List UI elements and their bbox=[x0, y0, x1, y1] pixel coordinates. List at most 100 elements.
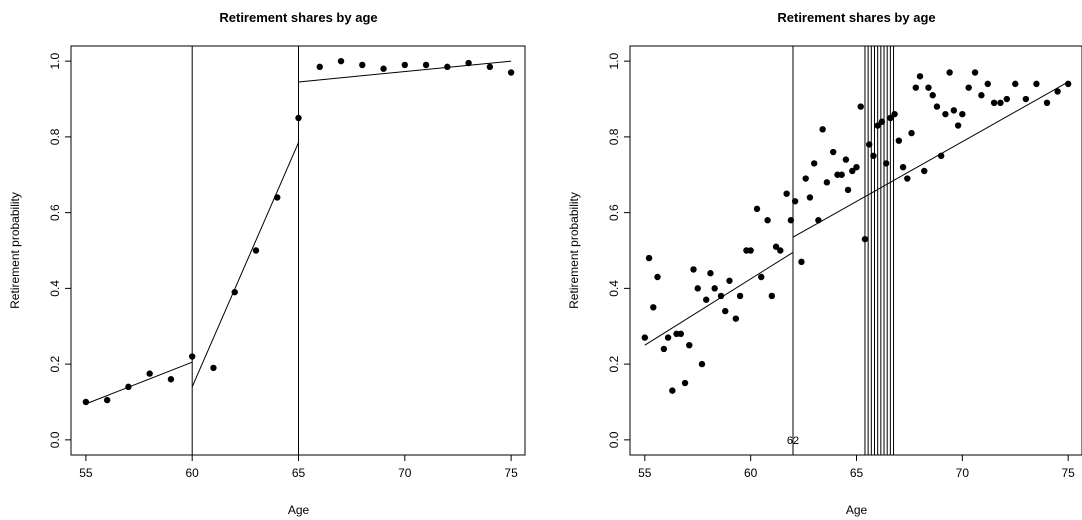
data-point bbox=[703, 296, 710, 303]
x-tick-label: 60 bbox=[744, 466, 758, 480]
data-point bbox=[842, 156, 850, 163]
data-point bbox=[861, 235, 869, 243]
data-point bbox=[937, 152, 945, 160]
y-tick-label: 0.8 bbox=[48, 128, 62, 145]
data-point bbox=[1022, 95, 1030, 103]
data-point bbox=[950, 107, 958, 114]
data-point bbox=[486, 63, 494, 71]
data-point bbox=[791, 198, 799, 205]
data-point bbox=[904, 175, 911, 182]
data-point bbox=[711, 285, 718, 292]
data-point bbox=[694, 285, 701, 292]
data-point bbox=[664, 334, 672, 341]
data-point bbox=[660, 345, 668, 353]
data-point bbox=[978, 92, 985, 99]
x-tick-label: 55 bbox=[638, 466, 652, 480]
x-tick-label: 70 bbox=[956, 466, 970, 480]
data-point bbox=[707, 270, 714, 277]
data-point bbox=[908, 129, 915, 137]
left-chart-panel: Retirement shares by age 55 60 65 70 75 0.0 0.2… bbox=[8, 10, 526, 517]
data-point bbox=[316, 63, 323, 71]
x-tick-label: 70 bbox=[398, 466, 412, 480]
data-point bbox=[819, 126, 826, 133]
data-point bbox=[681, 379, 689, 387]
data-point bbox=[758, 273, 765, 281]
data-point bbox=[103, 396, 111, 404]
data-point bbox=[891, 110, 898, 118]
right-chart-panel: Retirement shares by age 55 60 65 70 75 0.0 0.2… bbox=[567, 10, 1082, 517]
y-tick-label: 0.0 bbox=[607, 431, 621, 448]
data-point bbox=[1043, 99, 1051, 107]
data-point bbox=[878, 118, 886, 125]
data-point bbox=[295, 114, 302, 122]
data-point bbox=[422, 61, 430, 69]
data-point bbox=[686, 341, 693, 349]
y-axis-label: Retirement probability bbox=[8, 192, 22, 309]
x-axis-label: Age bbox=[846, 503, 868, 517]
x-tick-label: 75 bbox=[504, 466, 518, 480]
data-point bbox=[916, 73, 924, 80]
data-point bbox=[895, 137, 903, 144]
y-tick-label: 0.2 bbox=[607, 355, 621, 372]
data-point bbox=[698, 360, 706, 368]
chart-title: Retirement shares by age bbox=[777, 10, 935, 25]
fit-line bbox=[644, 251, 794, 346]
data-point bbox=[882, 160, 890, 167]
x-tick-label: 65 bbox=[292, 466, 306, 480]
data-point bbox=[753, 205, 761, 213]
data-point bbox=[1012, 80, 1019, 88]
chart-title: Retirement shares by age bbox=[219, 10, 377, 25]
data-point bbox=[82, 398, 90, 406]
data-point bbox=[838, 171, 845, 178]
data-point bbox=[853, 163, 860, 171]
data-point bbox=[747, 247, 754, 254]
data-point bbox=[815, 217, 822, 224]
data-point bbox=[929, 92, 936, 99]
data-point bbox=[942, 110, 949, 118]
y-tick-label: 0.0 bbox=[48, 431, 62, 448]
data-point bbox=[954, 122, 962, 129]
y-tick-label: 1.0 bbox=[607, 52, 621, 69]
data-point bbox=[772, 243, 780, 250]
data-point bbox=[997, 99, 1004, 107]
data-point bbox=[965, 84, 972, 91]
data-point bbox=[830, 148, 837, 156]
data-point bbox=[359, 61, 366, 69]
data-point bbox=[1003, 95, 1010, 103]
data-point bbox=[844, 186, 852, 194]
data-point bbox=[866, 141, 873, 148]
data-point bbox=[717, 292, 725, 300]
data-point bbox=[677, 330, 685, 338]
y-tick-label: 0.6 bbox=[607, 204, 621, 221]
data-point bbox=[669, 387, 676, 394]
data-point bbox=[252, 247, 260, 254]
data-point bbox=[971, 69, 979, 76]
data-point bbox=[210, 364, 217, 372]
data-point bbox=[823, 179, 831, 186]
data-point bbox=[337, 57, 345, 65]
data-point bbox=[125, 383, 132, 391]
plot-frame bbox=[629, 45, 1082, 456]
fit-line bbox=[85, 361, 193, 405]
fit-line bbox=[298, 60, 512, 83]
data-point bbox=[465, 59, 472, 67]
data-point bbox=[732, 315, 740, 322]
x-tick-label: 55 bbox=[79, 466, 93, 480]
y-tick-label: 0.2 bbox=[48, 355, 62, 372]
data-point bbox=[690, 266, 697, 273]
data-point bbox=[645, 254, 653, 262]
data-point bbox=[777, 247, 784, 254]
data-point bbox=[870, 152, 877, 160]
y-tick-label: 0.8 bbox=[607, 128, 621, 145]
data-point bbox=[810, 160, 818, 167]
data-point bbox=[946, 69, 953, 76]
y-tick-label: 1.0 bbox=[48, 52, 62, 69]
y-tick-label: 0.6 bbox=[48, 204, 62, 221]
data-point bbox=[912, 84, 919, 91]
fit-line bbox=[191, 142, 299, 388]
data-point bbox=[798, 258, 805, 266]
data-point bbox=[899, 163, 907, 171]
data-point bbox=[764, 217, 771, 224]
data-point bbox=[726, 277, 733, 284]
